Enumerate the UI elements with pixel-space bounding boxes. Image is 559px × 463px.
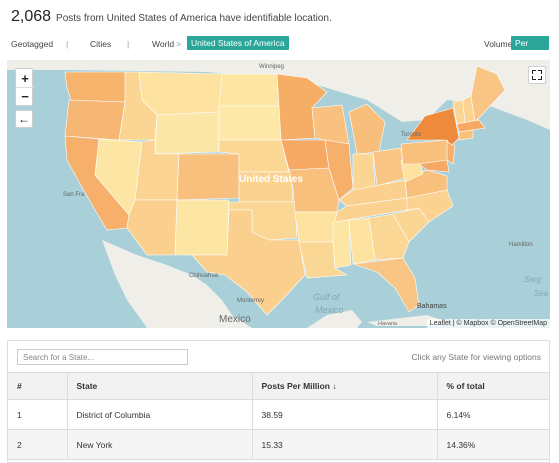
state-arizona [126, 199, 178, 256]
table-row[interactable]: 2 New York 15.33 14.36% [8, 429, 549, 460]
cell-posts: 15.33 [251, 429, 437, 460]
map-label-country: United States [239, 174, 303, 185]
state-mississippi [332, 219, 352, 269]
table-row[interactable]: 1 District of Columbia 38.59 6.14% [8, 399, 549, 430]
state-wisconsin [311, 104, 350, 145]
map-label-monterrey: Monterrey [237, 298, 264, 304]
state-florida [352, 257, 420, 313]
state-georgia [368, 213, 410, 261]
volume-toggle[interactable]: Volume [484, 39, 513, 49]
map-label-sargasso: Sarg [524, 275, 541, 284]
map-label-hamilton: Hamilton [509, 242, 533, 248]
cell-posts: 38.59 [251, 399, 437, 430]
choropleth-map[interactable]: Winnipeg Toronto United States San Fra C… [7, 60, 550, 328]
cell-rank: 2 [8, 429, 67, 460]
nav-separator: | [127, 39, 130, 49]
cell-percent: 14.36% [436, 429, 549, 460]
state-search-input[interactable] [17, 349, 188, 365]
state-maryland [418, 159, 450, 173]
state-table-panel: Click any State for viewing options # St… [7, 340, 550, 463]
zoom-out-button[interactable]: − [16, 87, 34, 105]
column-header-state[interactable]: State [66, 372, 252, 400]
canada-land [7, 60, 550, 130]
state-ohio [372, 147, 406, 187]
state-michigan [348, 103, 386, 155]
state-new-mexico [174, 199, 230, 256]
state-table: # State Posts Per Million ↓ % of total 1… [8, 372, 549, 460]
map-label-gulf: Gulf of [313, 292, 341, 302]
map-label-toronto: Toronto [401, 132, 422, 138]
cell-rank: 1 [8, 399, 67, 430]
state-massachusetts [456, 119, 486, 133]
mexico-land [102, 240, 252, 328]
state-new-jersey [446, 141, 456, 165]
map-canvas[interactable]: Winnipeg Toronto United States San Fra C… [7, 60, 550, 328]
fullscreen-icon[interactable] [528, 66, 546, 84]
column-header-posts-per-million[interactable]: Posts Per Million ↓ [251, 372, 437, 400]
post-count: 2,068 [11, 8, 52, 25]
state-arkansas [294, 211, 338, 243]
state-connecticut [458, 129, 474, 141]
summary-description: Posts from United States of America have… [56, 13, 332, 24]
cell-state: District of Columbia [66, 399, 252, 430]
map-label-bahamas: Bahamas [417, 303, 447, 310]
state-oregon [64, 99, 126, 141]
state-colorado [176, 153, 240, 201]
map-label-winnipeg: Winnipeg [259, 64, 284, 70]
state-pennsylvania [400, 139, 450, 165]
state-iowa [280, 139, 330, 171]
state-illinois [324, 139, 354, 201]
table-header-row: # State Posts Per Million ↓ % of total [8, 372, 549, 400]
map-attribution[interactable]: Leaflet | © Mapbox © OpenStreetMap [426, 319, 550, 328]
breadcrumb-chevron: > [176, 39, 181, 49]
cell-state: New York [66, 429, 252, 460]
map-label-mexico: Mexico [219, 314, 251, 325]
summary-header: 2,068 Posts from United States of Americ… [11, 8, 332, 30]
state-texas [191, 209, 306, 316]
map-label-havana: Havana [378, 321, 398, 327]
column-header-rank[interactable]: # [8, 372, 67, 400]
state-washington [64, 71, 128, 103]
per-capita-toggle[interactable]: Per Capita [511, 36, 549, 62]
tab-cities[interactable]: Cities [90, 39, 112, 49]
state-north-dakota [218, 73, 280, 107]
zoom-control: + − [15, 68, 34, 106]
yucatan-land [307, 310, 362, 328]
breadcrumb-world[interactable]: World [152, 39, 175, 49]
map-label-san-francisco: San Fra [63, 192, 85, 198]
cell-percent: 6.14% [436, 399, 549, 430]
map-label-chihuahua: Chihuahua [189, 273, 219, 279]
breadcrumb-current-country[interactable]: United States of America [187, 36, 289, 50]
tab-geotagged[interactable]: Geotagged [11, 39, 54, 49]
state-montana [138, 71, 223, 116]
nav-separator: | [66, 39, 69, 49]
state-indiana [352, 153, 376, 191]
state-louisiana [298, 241, 348, 279]
state-wyoming [154, 111, 220, 155]
map-label-sea: Sea [534, 289, 549, 298]
state-south-dakota [218, 105, 282, 141]
column-header-percent-total[interactable]: % of total [436, 372, 549, 400]
map-label-gulf-mexico: Mexico [315, 305, 344, 315]
back-arrow-icon[interactable]: ← [15, 110, 33, 128]
view-nav: Geotagged | Cities | World > United Stat… [11, 36, 549, 62]
zoom-in-button[interactable]: + [21, 70, 29, 86]
table-hint: Click any State for viewing options [411, 352, 541, 362]
